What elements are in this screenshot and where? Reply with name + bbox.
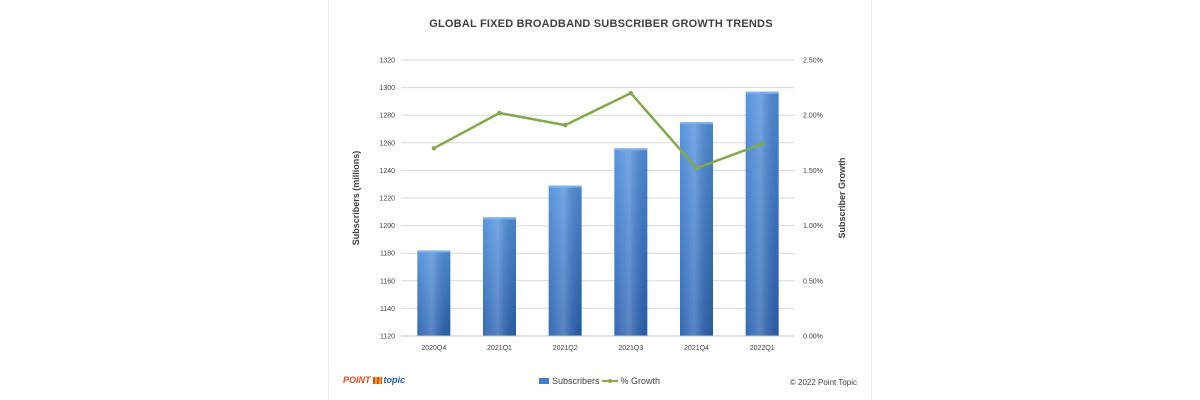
subscribers-bar-top	[745, 91, 779, 94]
subscribers-bar-shine	[680, 122, 713, 336]
y-tick-label: 1160	[380, 278, 395, 285]
chart-title: GLOBAL FIXED BROADBAND SUBSCRIBER GROWTH…	[429, 18, 773, 30]
y2-tick-label: 0.50%	[803, 278, 823, 285]
x-tick-label: 2021Q1	[487, 345, 512, 352]
growth-point	[562, 122, 568, 128]
y2-tick-label: 1.00%	[803, 223, 823, 230]
growth-point	[497, 110, 502, 116]
growth-point	[759, 141, 765, 147]
chart-svg: 1120 1140 1160 1180 1200 1220 1240 1260 1280 1300…	[351, 58, 847, 353]
y2-tick-label: 0.00%	[803, 334, 823, 341]
legend-bar-swatch	[539, 378, 549, 384]
growth-point	[431, 146, 437, 151]
subscribers-bar-shine	[614, 148, 648, 336]
logo-sub: topic	[383, 375, 406, 385]
x-tick-label: 2021Q4	[684, 345, 709, 352]
subscribers-bar-top	[680, 122, 713, 125]
y-tick-label: 1220	[379, 196, 395, 203]
logo-brand: POINT	[343, 375, 371, 385]
growth-point	[694, 165, 699, 171]
subscribers-bar-shine	[483, 217, 516, 336]
subscribers-bar-top	[548, 185, 582, 188]
legend-bars-label: Subscribers	[552, 376, 600, 386]
growth-point	[628, 90, 634, 96]
x-tick-label: 2020Q4	[421, 345, 446, 352]
y-axis-title: Subscribers (millions)	[351, 151, 361, 246]
y-tick-label: 1300	[379, 85, 395, 92]
legend-line-label: % Growth	[620, 376, 661, 386]
y-tick-label: 1320	[379, 58, 395, 65]
subscribers-bar-shine	[745, 91, 779, 337]
logo-mark-icon	[372, 377, 382, 385]
chart-legend: Subscribers % Growth	[539, 376, 660, 386]
y-tick-label: 1200	[379, 223, 395, 230]
y-tick-label: 1180	[380, 251, 395, 258]
chart-panel: GLOBAL FIXED BROADBAND SUBSCRIBER GROWTH…	[328, 0, 872, 400]
y-tick-label: 1280	[379, 113, 395, 120]
x-tick-label: 2021Q2	[553, 345, 578, 352]
subscribers-bar-top	[417, 250, 451, 253]
y-tick-label: 1260	[379, 140, 395, 147]
y2-tick-label: 2.00%	[803, 113, 823, 120]
y-tick-label: 1240	[379, 168, 395, 175]
subscribers-bar-shine	[417, 250, 451, 336]
x-tick-label: 2022Q1	[750, 345, 775, 352]
y2-tick-label: 2.50%	[803, 58, 823, 65]
y-tick-label: 1120	[380, 334, 395, 341]
subscribers-bar-top	[483, 217, 516, 220]
subscribers-bar-top	[614, 148, 648, 151]
y2-tick-label: 1.50%	[803, 168, 823, 175]
growth-line	[433, 91, 763, 170]
subscribers-bar-shine	[548, 185, 582, 336]
y-tick-label: 1140	[380, 306, 395, 313]
copyright-notice: © 2022 Point Topic	[789, 378, 857, 387]
x-tick-label: 2021Q3	[618, 345, 643, 352]
point-topic-logo: POINT topic	[343, 375, 405, 385]
y2-axis-title: Subscriber Growth	[837, 157, 847, 238]
legend-line-swatch	[601, 378, 618, 383]
